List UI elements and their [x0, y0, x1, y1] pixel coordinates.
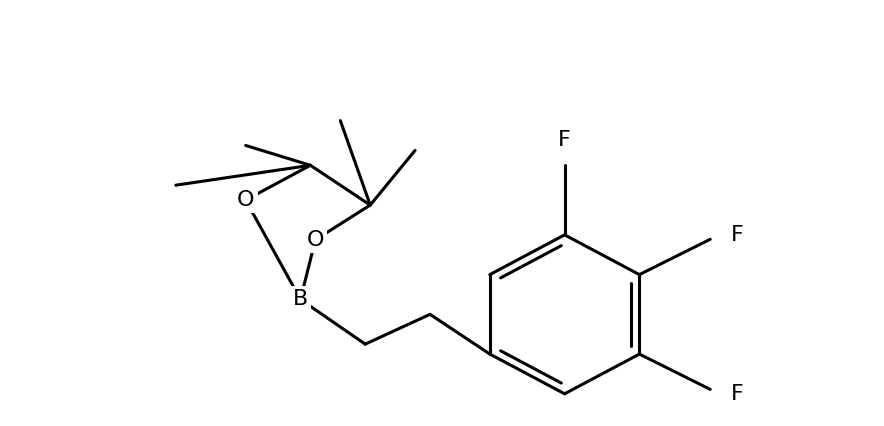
Text: F: F	[558, 130, 571, 150]
Text: O: O	[307, 230, 324, 250]
Text: B: B	[293, 289, 308, 309]
Text: F: F	[731, 225, 743, 245]
Text: F: F	[731, 384, 743, 404]
Text: O: O	[237, 190, 255, 210]
